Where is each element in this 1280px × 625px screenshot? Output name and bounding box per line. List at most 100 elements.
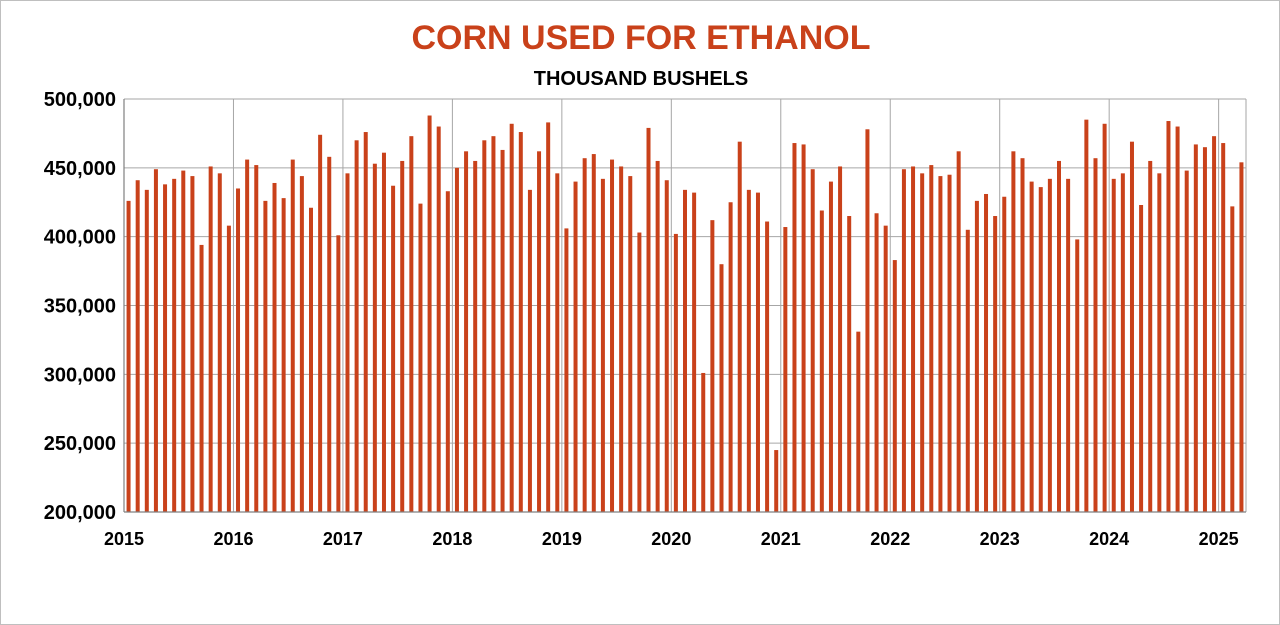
bar bbox=[372, 163, 377, 512]
bar bbox=[582, 158, 587, 513]
bar bbox=[1020, 158, 1025, 513]
bar bbox=[1047, 178, 1052, 512]
bar bbox=[272, 182, 277, 512]
bar bbox=[892, 260, 897, 512]
bar bbox=[956, 151, 961, 512]
bar bbox=[509, 123, 514, 512]
bar bbox=[755, 192, 760, 512]
bar bbox=[527, 189, 532, 513]
bar bbox=[838, 166, 843, 512]
bar bbox=[1148, 160, 1153, 512]
y-tick-label: 400,000 bbox=[44, 227, 116, 249]
bar bbox=[883, 225, 888, 513]
bar bbox=[655, 160, 660, 512]
bar bbox=[646, 127, 651, 512]
bar bbox=[290, 159, 295, 512]
x-tick-label: 2018 bbox=[432, 529, 472, 549]
bar bbox=[628, 176, 633, 513]
bar bbox=[281, 198, 286, 512]
chart-title: CORN USED FOR ETHANOL bbox=[412, 19, 871, 57]
bar bbox=[1221, 143, 1226, 512]
bar bbox=[765, 221, 770, 513]
bar bbox=[819, 210, 824, 512]
bar bbox=[573, 181, 578, 512]
bar bbox=[1239, 162, 1244, 512]
bar bbox=[920, 173, 925, 512]
bar bbox=[600, 178, 605, 512]
bar bbox=[299, 176, 304, 513]
bar bbox=[938, 176, 943, 513]
bar bbox=[236, 188, 241, 512]
bar bbox=[199, 244, 204, 512]
bar bbox=[217, 173, 222, 512]
bar bbox=[856, 331, 861, 512]
bar bbox=[144, 189, 149, 513]
x-tick-labels: 2015 2016 2017 2018 2019 2020 2021 2022 2023 2024… bbox=[104, 529, 1239, 549]
bar bbox=[1129, 141, 1134, 512]
bar bbox=[172, 178, 177, 512]
bar bbox=[865, 129, 870, 512]
bar bbox=[537, 151, 542, 512]
x-tick-label: 2025 bbox=[1199, 529, 1239, 549]
bar bbox=[1212, 136, 1217, 513]
y-tick-label: 500,000 bbox=[44, 89, 116, 111]
bar bbox=[728, 202, 733, 512]
x-tick-label: 2020 bbox=[651, 529, 691, 549]
bar bbox=[427, 115, 432, 513]
bar bbox=[1139, 205, 1144, 512]
bar bbox=[1093, 158, 1098, 513]
bar bbox=[1202, 147, 1207, 512]
bar bbox=[947, 174, 952, 512]
bar bbox=[564, 228, 569, 512]
bar bbox=[318, 134, 323, 512]
bar bbox=[418, 203, 423, 513]
bar bbox=[1120, 173, 1125, 512]
bar bbox=[190, 176, 195, 513]
bar bbox=[783, 227, 788, 512]
bar bbox=[710, 220, 715, 512]
x-tick-label: 2022 bbox=[870, 529, 910, 549]
bar bbox=[163, 184, 168, 512]
bar bbox=[473, 160, 478, 512]
bar bbox=[309, 207, 313, 513]
bar bbox=[363, 132, 368, 513]
bar bbox=[391, 185, 396, 513]
bar bbox=[254, 165, 259, 512]
x-tick-label: 2023 bbox=[980, 529, 1020, 549]
bar bbox=[874, 213, 879, 512]
x-tick-label: 2017 bbox=[323, 529, 363, 549]
bar bbox=[555, 173, 560, 512]
bar bbox=[1175, 126, 1180, 513]
y-tick-label: 350,000 bbox=[44, 296, 116, 318]
y-tick-label: 250,000 bbox=[44, 433, 116, 455]
bar bbox=[1084, 119, 1089, 513]
bar bbox=[135, 180, 140, 512]
bars bbox=[126, 115, 1244, 513]
bar bbox=[345, 173, 350, 512]
bar bbox=[1038, 187, 1043, 512]
bar bbox=[719, 264, 724, 512]
x-tick-label: 2024 bbox=[1089, 529, 1129, 549]
bar bbox=[400, 160, 405, 512]
bar bbox=[673, 233, 678, 512]
bar bbox=[1157, 173, 1162, 512]
bar bbox=[482, 140, 487, 513]
bar bbox=[245, 159, 250, 512]
bar bbox=[637, 232, 642, 512]
bar bbox=[1057, 160, 1061, 512]
bar bbox=[1184, 170, 1189, 512]
bar bbox=[1011, 151, 1016, 512]
bar bbox=[1002, 196, 1007, 512]
bar bbox=[828, 181, 833, 512]
y-tick-label: 450,000 bbox=[44, 158, 116, 180]
bar bbox=[491, 136, 496, 513]
bar bbox=[1029, 181, 1034, 512]
x-tick-label: 2021 bbox=[761, 529, 801, 549]
bar bbox=[774, 450, 779, 512]
y-tick-label: 200,000 bbox=[44, 502, 116, 524]
bar bbox=[737, 141, 742, 512]
bar bbox=[965, 229, 970, 513]
bar bbox=[327, 156, 332, 512]
bar bbox=[801, 144, 806, 512]
